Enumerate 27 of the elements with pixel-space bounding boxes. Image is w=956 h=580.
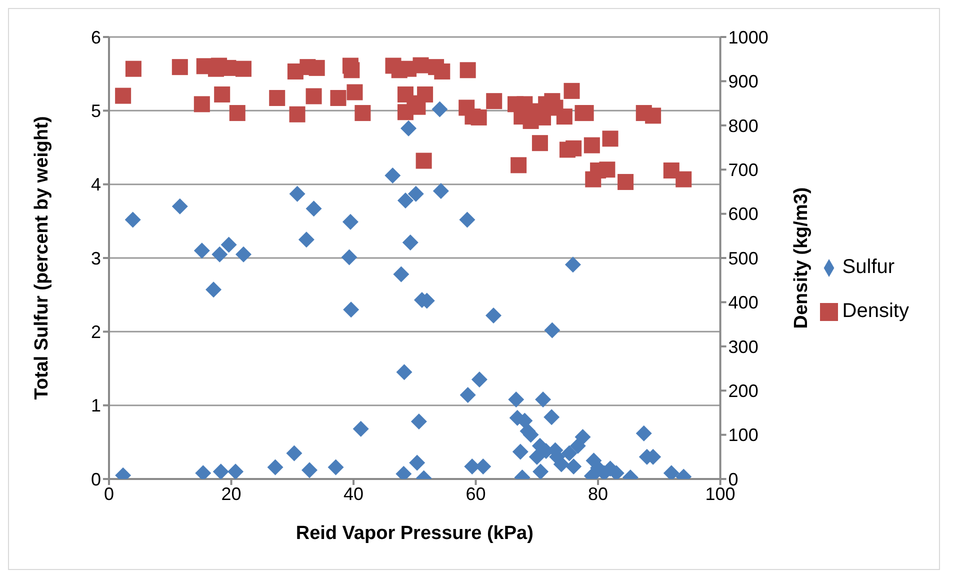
y-tick-label: 1 <box>90 396 101 416</box>
y2-tick-label: 100 <box>728 425 758 446</box>
x-axis-title: Reid Vapor Pressure (kPa) <box>296 523 534 544</box>
y2-tick-label: 1000 <box>728 27 768 48</box>
legend-label: Density <box>842 300 909 322</box>
legend-label: Sulfur <box>842 256 895 278</box>
x-tick-label: 60 <box>466 484 486 504</box>
y2-tick-label: 400 <box>728 292 758 313</box>
y2-tick-label: 800 <box>728 116 758 136</box>
x-tick-label: 0 <box>104 484 114 504</box>
x-tick-label: 80 <box>588 484 608 504</box>
y-tick-label: 6 <box>90 27 101 48</box>
y2-tick-label: 900 <box>728 72 758 92</box>
x-tick-label: 20 <box>221 484 242 504</box>
y-axis-title: Total Sulfur (percent by weight) <box>32 116 53 400</box>
y2-tick-label: 600 <box>728 204 758 224</box>
y2-tick-label: 300 <box>728 336 758 357</box>
y-tick-label: 2 <box>90 322 101 342</box>
x-tick-label: 40 <box>344 484 364 504</box>
y-tick-label: 0 <box>90 469 101 490</box>
y2-tick-label: 500 <box>728 248 758 268</box>
y-tick-label: 3 <box>90 248 101 268</box>
y2-tick-label: 700 <box>728 160 758 180</box>
y-tick-label: 4 <box>90 174 101 195</box>
y2-axis-title: Density (kg/m3) <box>791 187 812 329</box>
y2-tick-label: 200 <box>728 380 758 401</box>
y-tick-label: 5 <box>90 101 101 122</box>
